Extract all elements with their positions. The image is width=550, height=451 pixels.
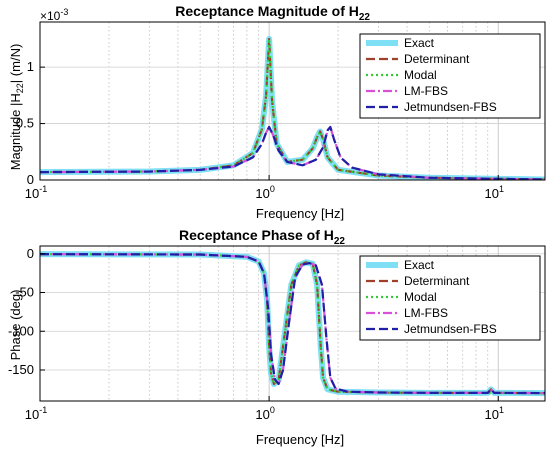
x-tick-label: 10-1: [25, 184, 47, 201]
y-tick-label: 0.5: [16, 116, 34, 131]
y-tick-label: 1: [27, 59, 34, 74]
x-tick-label: 100: [255, 405, 274, 422]
legend-entry: Exact: [404, 258, 435, 272]
y-tick-label: -50: [15, 285, 34, 300]
phase-chart: Receptance Phase of H22 Phase (deg) Freq…: [8, 227, 546, 447]
magnitude-x-axis-label: Frequency [Hz]: [256, 206, 344, 221]
plot-frame: [39, 21, 546, 181]
series-line-jetmundsen-fbs: [40, 253, 545, 395]
legend-entry: LM-FBS: [404, 84, 448, 98]
magnitude-chart-title: Receptance Magnitude of H22: [175, 3, 370, 23]
magnitude-y-exponent: ×10-3: [40, 7, 68, 23]
legend-entry: Exact: [404, 36, 435, 50]
phase-chart-title: Receptance Phase of H22: [179, 227, 345, 247]
magnitude-chart: Receptance Magnitude of H22 ×10-3 Magnit…: [8, 3, 546, 221]
y-tick-label: 0: [27, 246, 34, 261]
legend-entry: Modal: [404, 290, 437, 304]
series-line-modal: [40, 253, 545, 395]
legend-entry: Jetmundsen-FBS: [404, 100, 497, 114]
legend-entry: LM-FBS: [404, 306, 448, 320]
legend: Exact Determinant Modal LM-FBS Jetmundsen-FB…: [359, 255, 541, 341]
magnitude-y-axis-label: Magnitude |H22| (m/N): [8, 44, 25, 171]
legend-entry: Determinant: [404, 274, 470, 288]
phase-plot-area: 0 -50 -100 -150 10-1 100 101 Exact Determinant Mo…: [8, 245, 546, 422]
x-tick-label: 101: [484, 405, 503, 422]
y-tick-label: 0: [27, 172, 34, 187]
legend: Exact Determinant Modal LM-FBS Jetmundsen-FB…: [359, 33, 541, 119]
plot-frame: [39, 245, 546, 402]
y-tick-label: -100: [8, 323, 34, 338]
legend-entry: Jetmundsen-FBS: [404, 322, 497, 336]
x-tick-label: 100: [255, 184, 274, 201]
x-tick-label: 101: [484, 184, 503, 201]
series-line-jetmundsen-fbs: [40, 125, 545, 180]
phase-y-axis-label: Phase (deg): [8, 290, 23, 361]
phase-x-axis-label: Frequency [Hz]: [256, 432, 344, 447]
magnitude-plot-area: 0 0.5 1 10-1 100 101 Exact Determinant Modal LM-F…: [16, 21, 546, 201]
y-tick-label: -150: [8, 362, 34, 377]
legend-entry: Determinant: [404, 52, 470, 66]
series-line-modal: [40, 37, 545, 180]
legend-entry: Modal: [404, 68, 437, 82]
x-tick-label: 10-1: [25, 405, 47, 422]
